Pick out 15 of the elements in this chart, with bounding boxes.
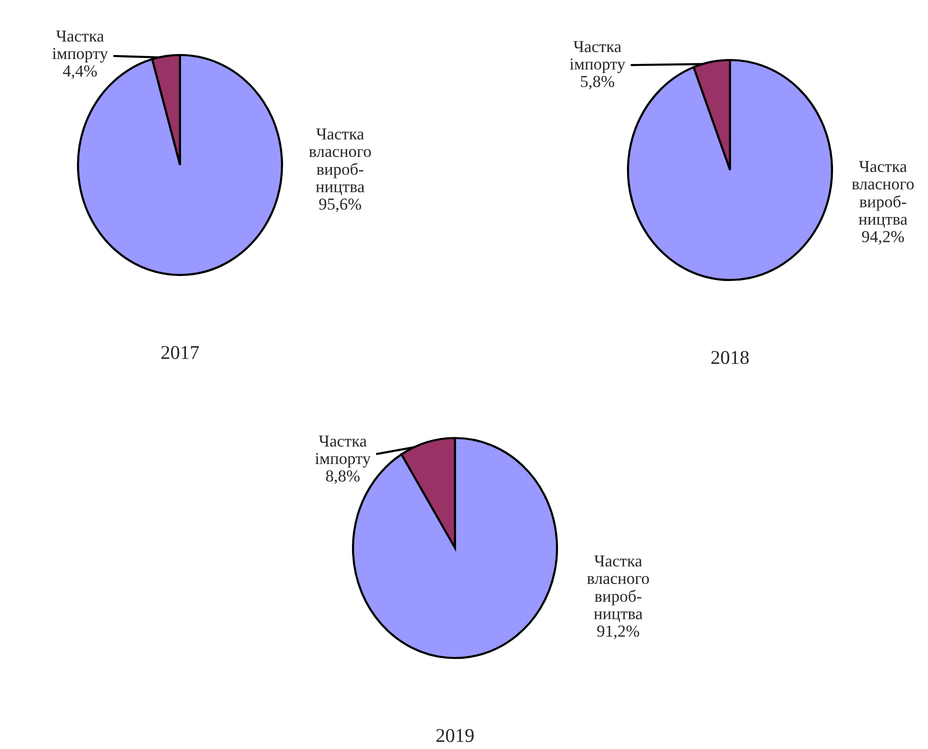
slice-label: Частка власного вироб- ництва (587, 556, 649, 622)
data-label: 91,2% (597, 626, 640, 640)
slice-label: Частка імпорту (315, 436, 371, 468)
data-label: 4,4% (63, 65, 97, 80)
text: 2019 (436, 728, 474, 742)
text: 2018 (711, 350, 749, 364)
slice-label: Частка імпорту (52, 30, 108, 63)
slice-label: Частка імпорту (570, 41, 626, 74)
data-label: 8,8% (326, 470, 360, 484)
slice-label: Частка власного вироб- ництва (852, 161, 914, 228)
data-label: 95,6% (319, 198, 362, 212)
data-label: 5,8% (581, 76, 614, 90)
slice-label: Частка власного вироб- ництва (309, 128, 371, 196)
data-label: 94,2% (862, 231, 904, 245)
text: 2017 (161, 346, 199, 360)
